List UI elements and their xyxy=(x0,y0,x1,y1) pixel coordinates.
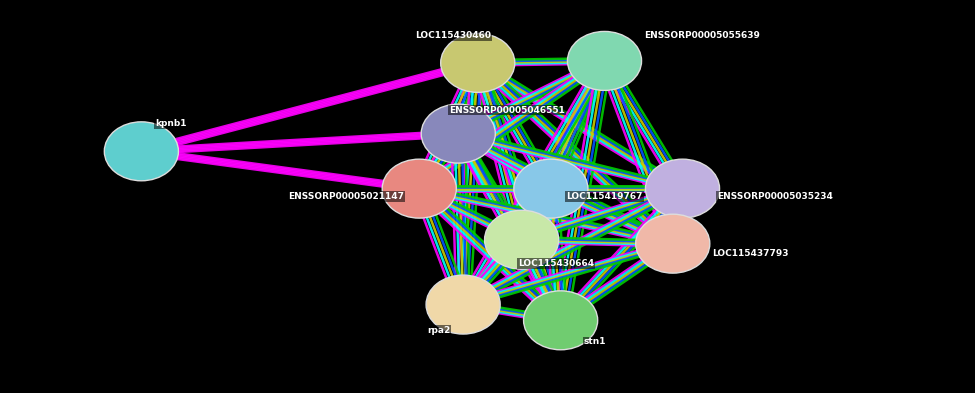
Text: kpnb1: kpnb1 xyxy=(155,119,186,128)
Ellipse shape xyxy=(104,122,178,181)
Ellipse shape xyxy=(567,31,642,90)
Text: ENSSORP00005046551: ENSSORP00005046551 xyxy=(449,106,565,114)
Ellipse shape xyxy=(636,214,710,273)
Ellipse shape xyxy=(485,210,559,269)
Ellipse shape xyxy=(441,33,515,92)
Ellipse shape xyxy=(421,104,495,163)
Text: LOC115419767: LOC115419767 xyxy=(566,192,643,201)
Text: LOC115430460: LOC115430460 xyxy=(415,31,491,40)
Text: ENSSORP00005021147: ENSSORP00005021147 xyxy=(289,192,404,201)
Ellipse shape xyxy=(426,275,500,334)
Text: LOC115430664: LOC115430664 xyxy=(518,259,594,268)
Text: ENSSORP00005055639: ENSSORP00005055639 xyxy=(644,31,760,40)
Text: LOC115437793: LOC115437793 xyxy=(713,249,789,258)
Text: rpa2: rpa2 xyxy=(427,326,450,334)
Ellipse shape xyxy=(514,159,588,218)
Text: stn1: stn1 xyxy=(583,338,606,346)
Ellipse shape xyxy=(645,159,720,218)
Ellipse shape xyxy=(382,159,456,218)
Text: ENSSORP00005035234: ENSSORP00005035234 xyxy=(718,192,833,201)
Ellipse shape xyxy=(524,291,598,350)
